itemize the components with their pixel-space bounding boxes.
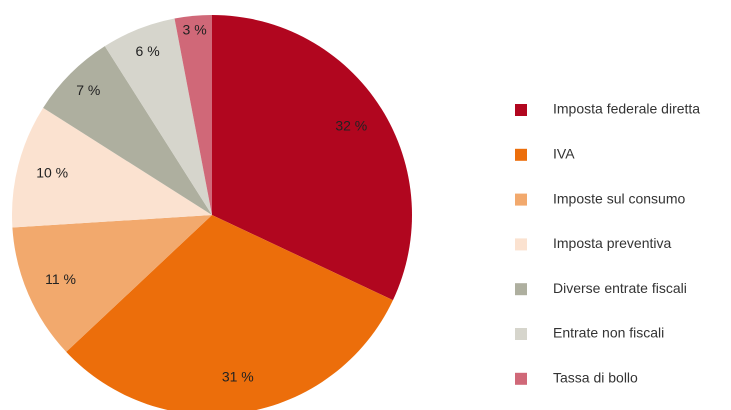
legend-label: Entrate non fiscali xyxy=(553,325,664,341)
legend-swatch xyxy=(515,328,527,340)
data-label: 32 % xyxy=(335,117,367,133)
data-label: 10 % xyxy=(36,165,68,181)
data-label: 7 % xyxy=(76,82,100,98)
legend-swatch xyxy=(515,372,527,385)
pie-slice xyxy=(12,215,213,352)
legend-swatch xyxy=(515,238,527,251)
pie-slice xyxy=(104,18,212,216)
data-label: 3 % xyxy=(183,22,207,38)
legend-label: Imposte sul consumo xyxy=(553,190,685,206)
legend-label: IVA xyxy=(553,146,575,162)
legend-label: Imposta preventiva xyxy=(553,235,671,251)
data-label: 31 % xyxy=(222,369,254,385)
pie-slice xyxy=(43,46,212,215)
pie-slice xyxy=(11,107,212,228)
legend-label: Tassa di bollo xyxy=(553,370,638,386)
data-label: 6 % xyxy=(136,43,160,59)
legend-swatch xyxy=(515,148,527,161)
data-label: 11 % xyxy=(45,271,76,287)
pie-slice xyxy=(212,15,412,301)
legend-swatch xyxy=(515,193,527,206)
legend-label: Diverse entrate fiscali xyxy=(553,280,687,296)
pie-slice xyxy=(66,215,393,410)
pie-slice xyxy=(174,15,212,215)
legend-label: Imposta federale diretta xyxy=(553,101,700,117)
legend-swatch xyxy=(515,104,527,116)
legend-swatch xyxy=(515,283,527,296)
